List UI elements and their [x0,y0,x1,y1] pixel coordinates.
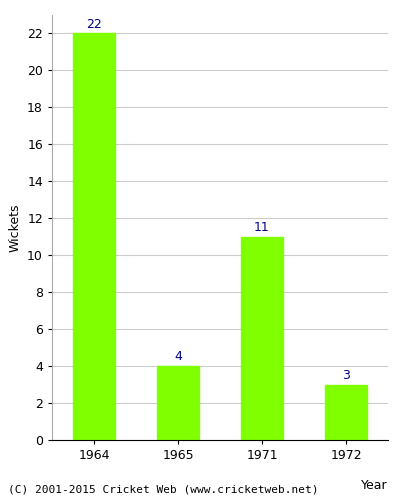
Bar [241,236,283,440]
Bar [157,366,199,440]
Bar [73,34,115,440]
Text: 4: 4 [174,350,182,364]
Text: 11: 11 [254,221,270,234]
Y-axis label: Wickets: Wickets [8,203,22,252]
Bar [325,384,367,440]
Text: (C) 2001-2015 Cricket Web (www.cricketweb.net): (C) 2001-2015 Cricket Web (www.cricketwe… [8,485,318,495]
Text: 3: 3 [342,369,350,382]
Text: Year: Year [361,479,388,492]
Text: 22: 22 [86,18,102,30]
